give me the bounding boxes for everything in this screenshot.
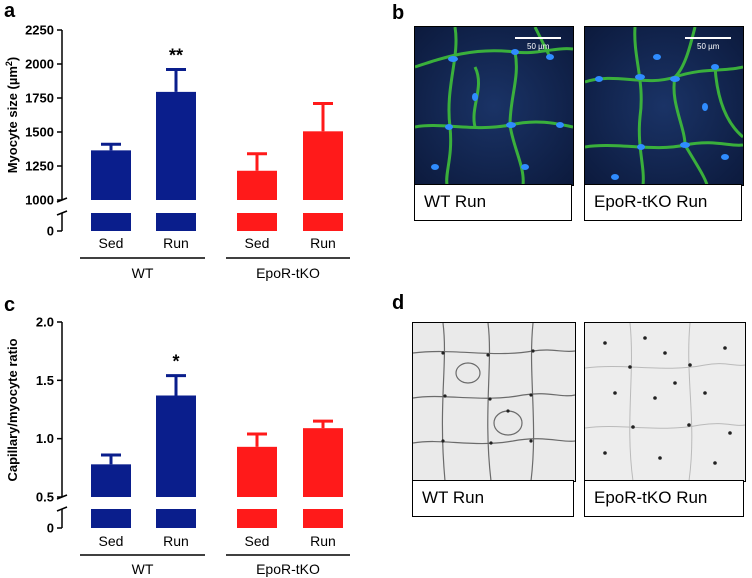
y-tick-label: 1.0 <box>36 431 54 446</box>
category-label: Run <box>310 235 336 251</box>
bar-WT-Sed <box>91 150 131 200</box>
category-label: Sed <box>245 533 270 549</box>
scale-bar <box>685 37 731 39</box>
panel-letter-b: b <box>392 2 405 24</box>
panel-letter-d: d <box>392 292 405 314</box>
y-tick-label: 1250 <box>25 159 54 174</box>
category-label: Sed <box>99 235 124 251</box>
bar-EpoR-tKO-Run <box>303 131 343 200</box>
y-axis-label: Myocyte size (µm2) <box>4 57 20 174</box>
bar-WT-Run <box>156 91 196 200</box>
group-label: WT <box>132 265 154 281</box>
bar-base-EpoR-tKO-Run <box>303 509 343 528</box>
fluorescence-micrograph <box>415 27 573 185</box>
bar-base-EpoR-tKO-Sed <box>237 509 277 528</box>
significance-marker: * <box>172 352 179 372</box>
chart-capillary-ratio: 0 0.5 1.0 1.5 2.0 Capillary/myocyte ratio Sed *… <box>5 315 350 577</box>
bar-EpoR-tKO-Sed <box>237 446 277 497</box>
category-label: Sed <box>99 533 124 549</box>
bar-base-WT-Sed <box>91 213 131 231</box>
chart-myocyte-size: 0 1000 1250 1500 1750 2000 2250 Myocyte size (µ… <box>4 23 350 281</box>
fluorescence-micrograph <box>585 27 743 185</box>
y-tick-label: 2250 <box>25 23 54 38</box>
group-label: EpoR-tKO <box>256 561 320 577</box>
bar-WT-Run <box>156 395 196 497</box>
category-label: Sed <box>245 235 270 251</box>
panel-letter-c: c <box>4 294 16 316</box>
caption-epor-tko-run-d: EpoR-tKO Run <box>584 480 744 517</box>
fluorescence-image-epor-tko-run: 50 µm <box>584 26 744 186</box>
y-axis-label: Capillary/myocyte ratio <box>5 338 20 481</box>
group-label: WT <box>132 561 154 577</box>
scale-label: 50 µm <box>697 42 720 51</box>
group-label: EpoR-tKO <box>256 265 320 281</box>
bar-EpoR-tKO-Sed <box>237 170 277 200</box>
histology-micrograph <box>585 323 745 481</box>
y-tick-label: 0 <box>47 521 54 536</box>
bar-base-EpoR-tKO-Run <box>303 213 343 231</box>
caption-epor-tko-run-b: EpoR-tKO Run <box>584 184 742 221</box>
y-tick-label: 2000 <box>25 57 54 72</box>
bar-WT-Sed <box>91 464 131 497</box>
y-tick-label: 1750 <box>25 91 54 106</box>
bar-base-WT-Run <box>156 509 196 528</box>
histology-image-epor-tko-run <box>584 322 746 482</box>
y-tick-label: 1000 <box>25 193 54 208</box>
histology-micrograph <box>413 323 575 481</box>
y-tick-label: 1.5 <box>36 373 54 388</box>
caption-wt-run-b: WT Run <box>414 184 572 221</box>
axis-break-mark <box>56 506 68 512</box>
scale-bar <box>515 37 561 39</box>
category-label: Run <box>163 533 189 549</box>
bar-EpoR-tKO-Run <box>303 428 343 497</box>
fluorescence-image-wt-run: 50 µm <box>414 26 574 186</box>
panel-letter-a: a <box>4 0 16 22</box>
y-tick-label: 2.0 <box>36 315 54 330</box>
significance-marker: ** <box>169 45 183 65</box>
axis-break-mark <box>56 210 68 216</box>
y-tick-label: 0.5 <box>36 490 54 505</box>
caption-wt-run-d: WT Run <box>412 480 574 517</box>
bar-charts: 0 1000 1250 1500 1750 2000 2250 Myocyte size (µ… <box>4 23 350 577</box>
category-label: Run <box>310 533 336 549</box>
y-tick-label: 1500 <box>25 125 54 140</box>
y-tick-label: 0 <box>47 224 54 239</box>
histology-image-wt-run <box>412 322 576 482</box>
scale-label: 50 µm <box>527 42 550 51</box>
bar-base-EpoR-tKO-Sed <box>237 213 277 231</box>
bar-base-WT-Run <box>156 213 196 231</box>
category-label: Run <box>163 235 189 251</box>
bar-base-WT-Sed <box>91 509 131 528</box>
